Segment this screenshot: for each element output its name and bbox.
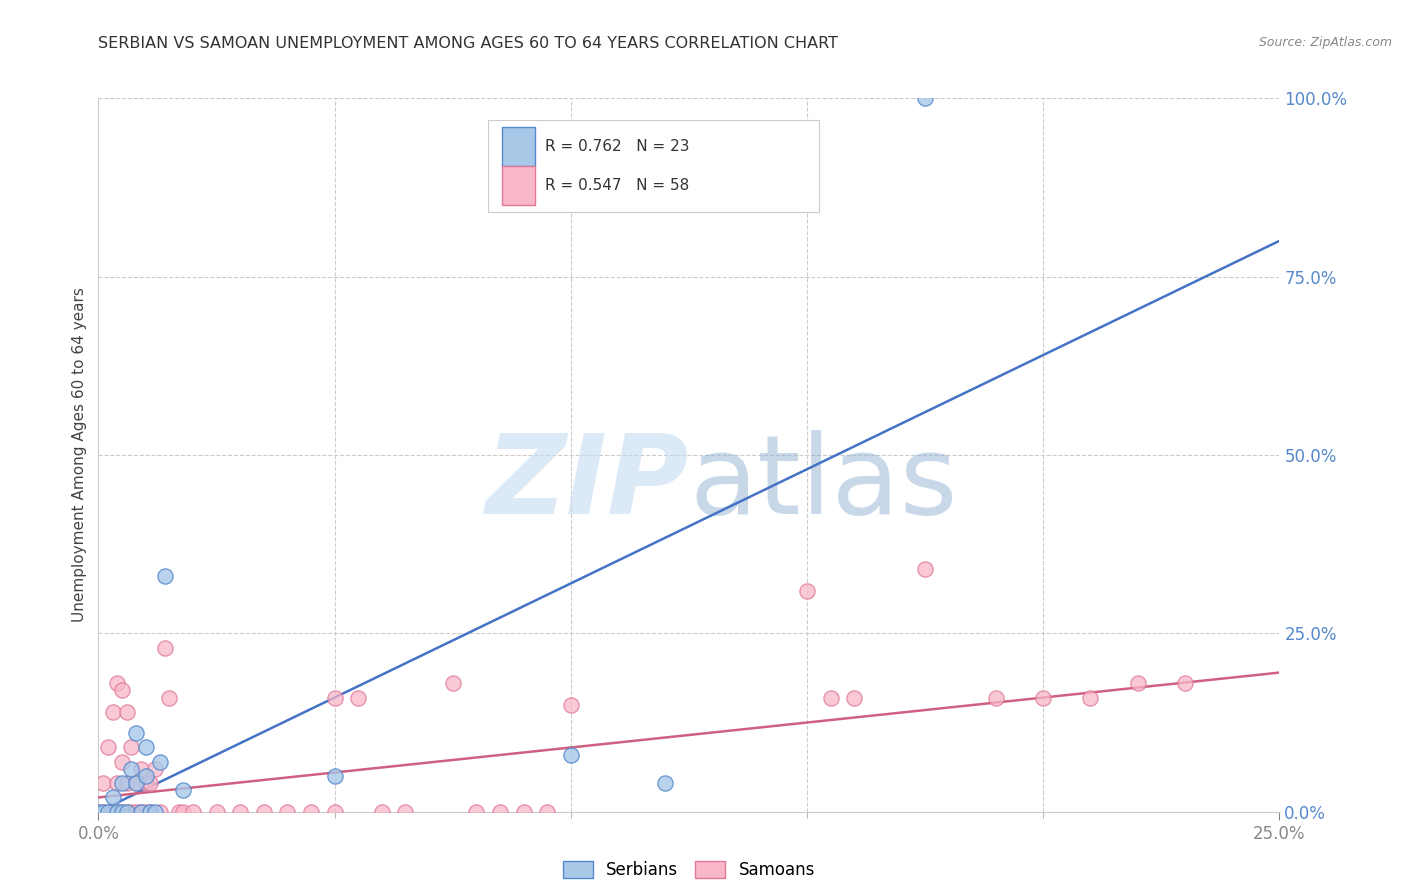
Point: [1126, 676, 1149, 690]
Legend: Serbians, Samoans: Serbians, Samoans: [557, 854, 821, 886]
Point: [157, 690, 180, 705]
Point: [149, 755, 172, 769]
Point: [441, 676, 464, 690]
Point: [323, 690, 346, 705]
Point: [91, 805, 114, 819]
Point: [135, 805, 157, 819]
Point: [97, 805, 120, 819]
Point: [1174, 676, 1197, 690]
Point: [97, 805, 120, 819]
Point: [111, 776, 134, 790]
Point: [914, 562, 936, 576]
Point: [143, 805, 166, 819]
FancyBboxPatch shape: [488, 120, 818, 212]
Point: [121, 762, 143, 776]
Point: [149, 805, 172, 819]
Point: [172, 783, 194, 797]
Point: [139, 805, 162, 819]
Point: [512, 805, 534, 819]
Point: [115, 776, 138, 790]
Point: [153, 569, 176, 583]
Point: [536, 805, 558, 819]
FancyBboxPatch shape: [502, 166, 536, 205]
FancyBboxPatch shape: [502, 127, 536, 166]
Point: [87, 805, 110, 819]
Point: [465, 805, 488, 819]
Point: [121, 740, 143, 755]
Point: [101, 805, 124, 819]
Text: SERBIAN VS SAMOAN UNEMPLOYMENT AMONG AGES 60 TO 64 YEARS CORRELATION CHART: SERBIAN VS SAMOAN UNEMPLOYMENT AMONG AGE…: [98, 36, 838, 51]
Point: [105, 805, 128, 819]
Text: R = 0.547   N = 58: R = 0.547 N = 58: [546, 178, 689, 194]
Point: [125, 726, 148, 740]
Point: [143, 762, 166, 776]
Point: [323, 805, 346, 819]
Point: [111, 805, 134, 819]
Point: [121, 805, 143, 819]
Point: [111, 805, 134, 819]
Point: [1032, 690, 1054, 705]
Point: [101, 790, 124, 805]
Point: [135, 740, 157, 755]
Point: [253, 805, 276, 819]
Point: [115, 805, 138, 819]
Point: [105, 676, 128, 690]
Point: [820, 690, 842, 705]
Point: [914, 91, 936, 105]
Point: [115, 705, 138, 719]
Point: [125, 776, 148, 790]
Text: Source: ZipAtlas.com: Source: ZipAtlas.com: [1258, 36, 1392, 49]
Point: [560, 698, 582, 712]
Point: [111, 755, 134, 769]
Point: [135, 769, 157, 783]
Point: [125, 776, 148, 790]
Point: [167, 805, 190, 819]
Point: [229, 805, 252, 819]
Point: [129, 805, 152, 819]
Point: [97, 740, 120, 755]
Point: [172, 805, 194, 819]
Point: [181, 805, 204, 819]
Point: [1080, 690, 1102, 705]
Point: [276, 805, 298, 819]
Point: [139, 805, 162, 819]
Point: [394, 805, 416, 819]
Point: [796, 583, 818, 598]
Point: [115, 805, 138, 819]
Point: [347, 690, 370, 705]
Y-axis label: Unemployment Among Ages 60 to 64 years: Unemployment Among Ages 60 to 64 years: [72, 287, 87, 623]
Point: [654, 776, 676, 790]
Point: [560, 747, 582, 762]
Point: [844, 690, 866, 705]
Text: R = 0.762   N = 23: R = 0.762 N = 23: [546, 139, 689, 154]
Point: [111, 683, 134, 698]
Point: [105, 805, 128, 819]
Point: [984, 690, 1007, 705]
Point: [129, 805, 152, 819]
Point: [489, 805, 512, 819]
Text: atlas: atlas: [689, 430, 957, 537]
Point: [139, 776, 162, 790]
Point: [205, 805, 228, 819]
Point: [91, 776, 114, 790]
Point: [129, 762, 152, 776]
Text: ZIP: ZIP: [485, 430, 689, 537]
Point: [153, 640, 176, 655]
Point: [299, 805, 322, 819]
Point: [371, 805, 394, 819]
Point: [125, 805, 148, 819]
Point: [105, 776, 128, 790]
Point: [323, 769, 346, 783]
Point: [135, 776, 157, 790]
Point: [91, 805, 114, 819]
Point: [101, 705, 124, 719]
Point: [87, 805, 110, 819]
